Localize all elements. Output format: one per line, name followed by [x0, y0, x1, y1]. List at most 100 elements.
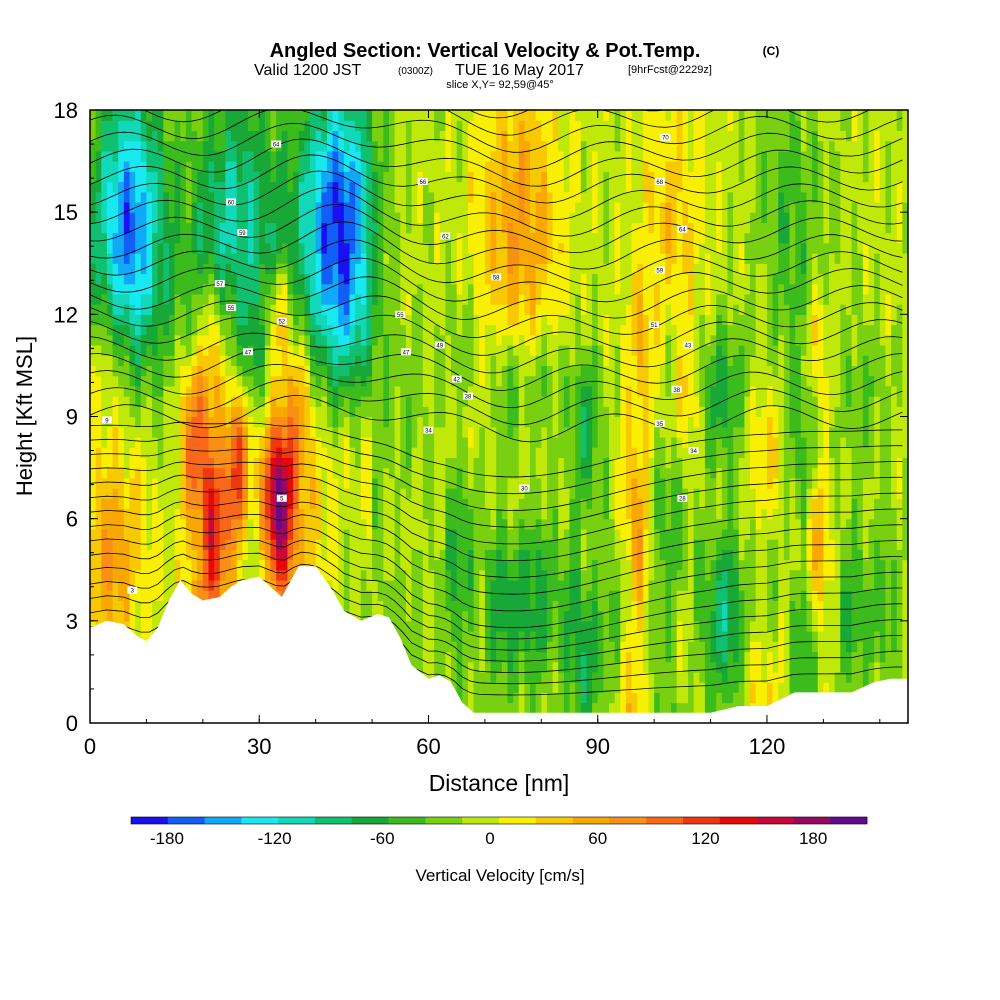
- field-cell: [400, 426, 407, 438]
- field-cell: [518, 171, 525, 183]
- field-cell: [400, 447, 407, 458]
- field-cell: [394, 334, 401, 346]
- field-cell: [360, 222, 368, 234]
- field-cell: [219, 498, 226, 510]
- field-cell: [191, 436, 198, 448]
- field-cell: [388, 232, 396, 244]
- field-cell: [349, 396, 356, 407]
- field-cell: [332, 334, 339, 346]
- field-cell: [501, 579, 509, 591]
- field-cell: [146, 375, 153, 387]
- field-cell: [372, 201, 379, 213]
- field-cell: [95, 569, 102, 581]
- field-cell: [405, 314, 413, 326]
- field-cell: [310, 304, 317, 315]
- field-cell: [501, 447, 509, 458]
- field-cell: [411, 488, 418, 499]
- field-cell: [473, 641, 480, 653]
- field-cell: [490, 355, 497, 367]
- field-cell: [473, 579, 480, 591]
- field-cell: [293, 110, 300, 121]
- field-cell: [524, 110, 531, 121]
- field-cell: [513, 631, 520, 642]
- field-cell: [174, 355, 181, 367]
- field-cell: [202, 436, 210, 448]
- field-cell: [513, 396, 520, 407]
- field-cell: [321, 385, 328, 397]
- field-cell: [236, 242, 243, 254]
- field-cell: [372, 344, 379, 356]
- field-cell: [146, 283, 153, 295]
- field-cell: [473, 620, 480, 632]
- field-cell: [202, 569, 210, 581]
- field-cell: [530, 488, 537, 499]
- field-cell: [174, 549, 181, 561]
- field-cell: [112, 528, 119, 540]
- field-cell: [473, 426, 480, 438]
- field-cell: [219, 528, 226, 540]
- field-cell: [467, 620, 475, 632]
- field-cell: [507, 334, 514, 346]
- field-cell: [242, 355, 249, 367]
- field-cell: [191, 171, 198, 183]
- field-cell: [496, 406, 503, 418]
- field-cell: [225, 385, 232, 397]
- field-cell: [490, 181, 497, 193]
- field-cell: [479, 549, 486, 561]
- field-cell: [338, 232, 345, 244]
- field-cell: [552, 283, 559, 295]
- field-cell: [168, 488, 176, 499]
- field-cell: [95, 375, 102, 387]
- field-cell: [287, 314, 294, 326]
- field-cell: [264, 375, 272, 387]
- field-cell: [118, 253, 125, 264]
- field-cell: [185, 253, 193, 264]
- field-cell: [360, 498, 368, 510]
- field-cell: [185, 150, 193, 162]
- field-cell: [129, 447, 136, 458]
- field-cell: [479, 406, 486, 418]
- field-cell: [304, 518, 311, 530]
- field-cell: [366, 171, 373, 183]
- field-cell: [197, 161, 204, 172]
- field-cell: [541, 682, 548, 693]
- field-cell: [530, 702, 537, 714]
- field-cell: [434, 140, 441, 152]
- field-cell: [456, 641, 463, 653]
- field-cell: [428, 181, 435, 193]
- field-cell: [462, 130, 469, 142]
- field-cell: [208, 528, 215, 540]
- field-cell: [276, 488, 283, 499]
- field-cell: [411, 467, 418, 479]
- field-cell: [236, 416, 243, 428]
- field-cell: [394, 253, 401, 264]
- field-cell: [467, 559, 475, 571]
- field-cell: [546, 171, 554, 183]
- field-cell: [535, 600, 542, 612]
- field-cell: [349, 365, 356, 377]
- field-cell: [366, 283, 373, 295]
- field-cell: [281, 344, 289, 356]
- field-cell: [518, 457, 525, 469]
- field-cell: [467, 436, 475, 448]
- field-cell: [400, 436, 407, 448]
- field-cell: [552, 150, 559, 162]
- field-cell: [106, 334, 114, 346]
- field-cell: [338, 304, 345, 315]
- field-cell: [513, 457, 520, 469]
- field-cell: [513, 263, 520, 275]
- field-cell: [366, 191, 373, 203]
- field-cell: [118, 150, 125, 162]
- field-cell: [479, 355, 486, 367]
- field-cell: [400, 559, 407, 571]
- field-cell: [146, 385, 153, 397]
- field-cell: [428, 600, 435, 612]
- field-cell: [304, 447, 311, 458]
- field-cell: [535, 110, 542, 121]
- field-cell: [270, 385, 277, 397]
- field-cell: [428, 406, 435, 418]
- field-cell: [439, 518, 447, 530]
- field-cell: [293, 191, 300, 203]
- field-cell: [247, 416, 255, 428]
- field-cell: [247, 222, 255, 234]
